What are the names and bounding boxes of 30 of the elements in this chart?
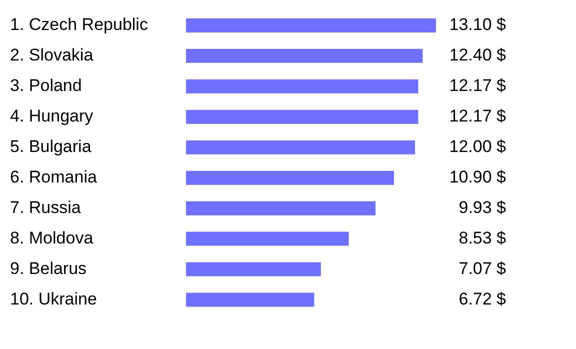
y-tick-label: 9. Belarus bbox=[10, 258, 87, 278]
data-label: 8.53 $ bbox=[458, 228, 507, 248]
data-label: 12.17 $ bbox=[449, 106, 507, 126]
bar bbox=[186, 110, 418, 124]
y-tick-label: 1. Czech Republic bbox=[10, 15, 148, 34]
y-tick-label: 4. Hungary bbox=[10, 106, 94, 126]
data-label: 7.07 $ bbox=[458, 258, 507, 278]
bar bbox=[186, 140, 416, 154]
y-tick-label: 7. Russia bbox=[10, 198, 82, 218]
y-tick-label: 2. Slovakia bbox=[10, 46, 94, 65]
data-label: 12.17 $ bbox=[449, 76, 507, 96]
bar bbox=[186, 232, 349, 246]
data-label: 12.00 $ bbox=[449, 137, 507, 156]
bar bbox=[186, 79, 418, 94]
bar bbox=[186, 48, 423, 63]
y-tick-label: 10. Ukraine bbox=[10, 289, 97, 308]
y-tick-label: 6. Romania bbox=[10, 168, 98, 187]
y-tick-label: 8. Moldova bbox=[10, 228, 94, 248]
y-tick-label: 3. Poland bbox=[10, 76, 82, 96]
data-label: 12.40 $ bbox=[449, 46, 507, 65]
bar bbox=[186, 18, 436, 32]
data-label: 6.72 $ bbox=[458, 289, 507, 308]
data-label: 13.10 $ bbox=[449, 15, 507, 34]
bar bbox=[186, 262, 321, 276]
y-tick-label: 5. Bulgaria bbox=[10, 137, 92, 156]
bar bbox=[186, 201, 376, 216]
bar bbox=[186, 292, 314, 307]
data-label: 9.93 $ bbox=[458, 198, 507, 218]
bar bbox=[186, 170, 394, 185]
data-label: 10.90 $ bbox=[449, 168, 507, 187]
